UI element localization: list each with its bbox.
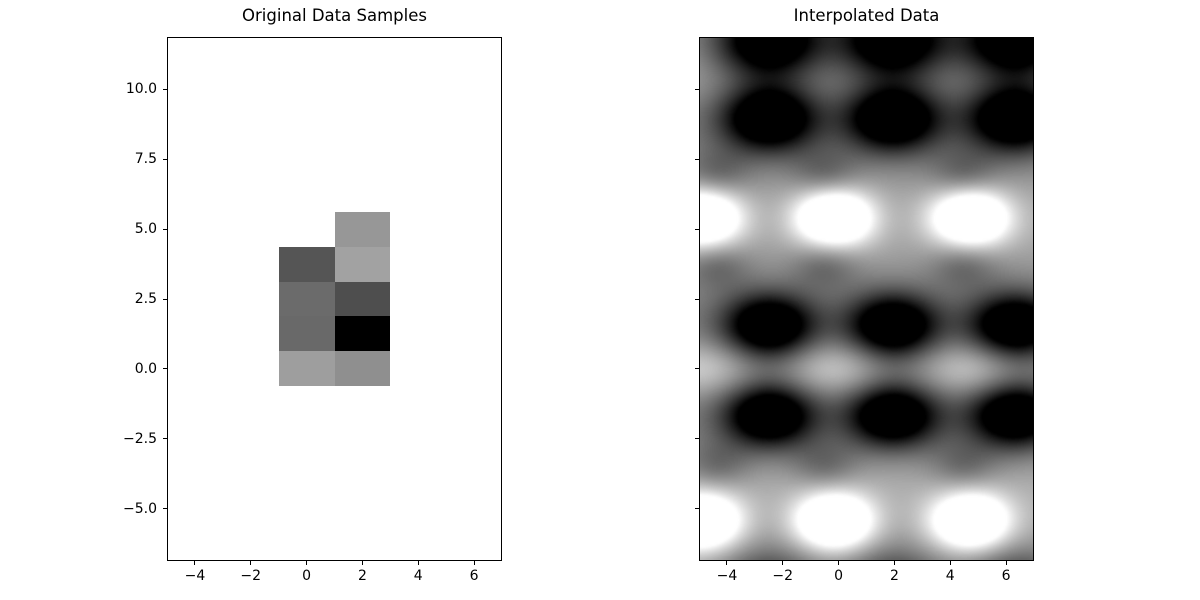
y-tick-mark [163, 158, 167, 160]
panel-original-data-samples: Original Data Samples −4 −2 0 2 4 6 10.0 7.5 5.0… [123, 6, 502, 584]
sample-cell [279, 212, 335, 247]
y-tick-label: −2.5 [123, 430, 157, 447]
x-tick-mark [361, 561, 363, 565]
interpolated-canvas [700, 38, 1033, 560]
x-tick-mark [250, 561, 252, 565]
x-tick-mark [417, 561, 419, 565]
sample-cell [334, 316, 390, 352]
sample-cell [334, 351, 390, 386]
sample-cell [279, 246, 335, 282]
y-tick-mark [695, 368, 699, 370]
axes-title-interpolated: Interpolated Data [793, 6, 940, 25]
x-tick-label: 6 [1001, 568, 1011, 584]
x-tick-label: 0 [834, 568, 844, 584]
x-tick-label: −4 [716, 568, 738, 584]
x-tick-label: −4 [184, 568, 206, 584]
axes-frame-interpolated [699, 37, 1034, 561]
y-tick-mark [163, 228, 167, 230]
y-tick-mark [695, 438, 699, 440]
y-tick-label: 0.0 [134, 360, 157, 377]
x-tick-mark [838, 561, 840, 565]
axes-title-original: Original Data Samples [242, 6, 427, 25]
sample-cell [279, 351, 335, 386]
x-tick-mark [949, 561, 951, 565]
x-tick-label: −2 [772, 568, 794, 584]
sample-cell [279, 281, 335, 317]
x-tick-mark [1005, 561, 1007, 565]
x-tick-label: 2 [889, 568, 899, 584]
x-tick-label: 6 [469, 568, 479, 584]
sample-cell [334, 246, 390, 282]
y-tick-label: 10.0 [125, 81, 157, 98]
y-tick-mark [163, 438, 167, 440]
y-tick-mark [163, 298, 167, 300]
x-tick-label: 4 [413, 568, 423, 584]
panel-interpolated-data: Interpolated Data −4 −2 0 2 4 6 [695, 6, 1034, 584]
y-tick-label: 2.5 [134, 291, 157, 307]
y-tick-mark [163, 508, 167, 510]
y-tick-mark [163, 88, 167, 90]
y-tick-label: 7.5 [134, 151, 157, 168]
y-tick-mark [695, 298, 699, 300]
x-tick-label: −2 [240, 568, 262, 584]
x-tick-label: 4 [945, 568, 955, 584]
x-tick-mark [726, 561, 728, 565]
y-tick-mark [695, 158, 699, 160]
sample-cell [334, 281, 390, 317]
x-tick-mark [893, 561, 895, 565]
x-tick-mark [194, 561, 196, 565]
sample-cell [279, 316, 335, 352]
sample-cell [334, 212, 390, 247]
y-tick-mark [695, 88, 699, 90]
axes-frame-original [167, 37, 502, 561]
y-tick-mark [695, 228, 699, 230]
y-tick-label: −5.0 [123, 500, 157, 517]
y-tick-label: 5.0 [134, 221, 157, 238]
y-tick-mark [695, 508, 699, 510]
x-tick-mark [306, 561, 308, 565]
y-tick-mark [163, 368, 167, 370]
x-tick-label: 0 [302, 568, 312, 584]
x-tick-mark [473, 561, 475, 565]
x-tick-mark [782, 561, 784, 565]
x-tick-label: 2 [357, 568, 367, 584]
